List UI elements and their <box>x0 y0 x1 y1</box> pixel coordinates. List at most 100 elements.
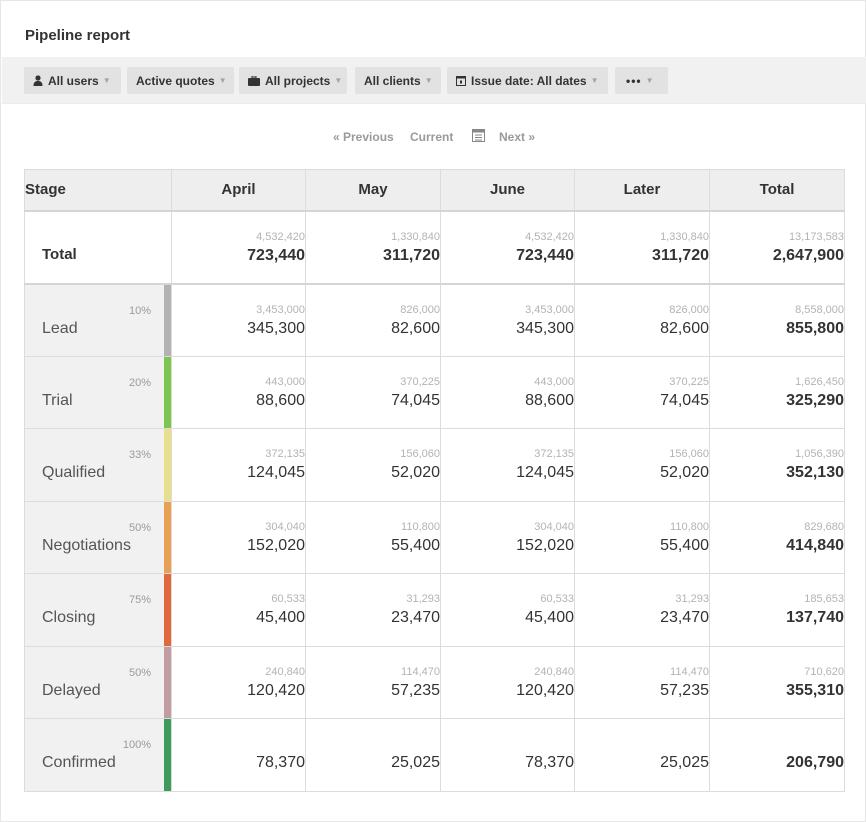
value-cell: 826,000 82,600 <box>305 283 441 357</box>
header-total[interactable]: Total <box>709 169 845 212</box>
cell-value: 78,370 <box>256 754 305 771</box>
cell-sub-value: 156,060 <box>669 448 709 460</box>
stage-cell: Qualified 33% <box>24 428 172 502</box>
cell-sub-value: 31,293 <box>406 593 440 605</box>
cell-value: 88,600 <box>256 391 305 409</box>
page-title: Pipeline report <box>25 27 131 44</box>
cell-sub-value: 370,225 <box>669 375 709 388</box>
cell-sub-value: 304,040 <box>534 520 574 533</box>
cell-sub-value: 60,533 <box>540 593 574 605</box>
stage-color-bar <box>164 284 171 356</box>
value-cell: 110,800 55,400 <box>305 500 441 574</box>
total-cell: 4,532,420 723,440 <box>440 210 575 285</box>
user-icon <box>33 75 43 86</box>
table-row: Qualified 33% 372,135 124,045 156,060 52,020 3… <box>24 428 845 502</box>
header-may[interactable]: May <box>305 169 441 212</box>
table-row: Delayed 50% 240,840 120,420 114,470 57,235 240… <box>24 645 845 719</box>
filter-toolbar: All users ▼ Active quotes ▼ All projects… <box>2 57 866 104</box>
filter-users[interactable]: All users ▼ <box>24 67 121 94</box>
value-cell: 25,025 <box>574 718 710 792</box>
value-cell: 3,453,000 345,300 <box>171 283 306 357</box>
current-link[interactable]: Current <box>410 130 454 144</box>
cell-value: 2,647,900 <box>772 246 844 264</box>
total-label: Total <box>42 245 77 263</box>
calendar-icon[interactable] <box>472 128 485 145</box>
more-options-button[interactable]: ••• ▼ <box>615 67 668 94</box>
header-april[interactable]: April <box>171 169 306 212</box>
cell-sub-value: 370,225 <box>400 375 440 388</box>
stage-color-bar <box>164 429 171 501</box>
cell-sub-value: 3,453,000 <box>525 303 574 316</box>
stage-cell: Delayed 50% <box>24 645 172 719</box>
cell-value: 723,440 <box>247 246 305 264</box>
value-cell: 60,533 45,400 <box>171 573 306 647</box>
cell-value: 78,370 <box>525 754 574 771</box>
chevron-down-icon: ▼ <box>424 76 433 85</box>
cell-value: 723,440 <box>516 246 574 264</box>
value-cell: 443,000 88,600 <box>171 355 306 429</box>
chevron-down-icon: ▼ <box>590 76 599 85</box>
cell-value: 311,720 <box>652 246 709 264</box>
cell-sub-value: 443,000 <box>265 375 305 388</box>
header-stage[interactable]: Stage <box>24 169 172 212</box>
value-cell: 1,056,390 352,130 <box>709 428 845 502</box>
cell-sub-value: 60,533 <box>271 593 305 605</box>
cell-value: 152,020 <box>247 536 305 554</box>
stage-probability: 20% <box>128 376 151 389</box>
filter-issue-date[interactable]: Issue date: All dates ▼ <box>447 67 608 94</box>
cell-value: 82,600 <box>391 319 440 337</box>
cell-value: 45,400 <box>525 609 574 626</box>
stage-name: Qualified <box>42 464 106 481</box>
value-cell: 829,680 414,840 <box>709 500 845 574</box>
next-link[interactable]: Next » <box>499 130 536 144</box>
value-cell: 710,620 355,310 <box>709 645 845 719</box>
total-cell: 4,532,420 723,440 <box>171 210 306 285</box>
value-cell: 372,135 124,045 <box>171 428 306 502</box>
filter-issue-date-label: Issue date: All dates <box>471 73 587 88</box>
value-cell: 370,225 74,045 <box>574 355 710 429</box>
cell-value: 57,235 <box>660 681 709 699</box>
filter-projects[interactable]: All projects ▼ <box>239 67 347 94</box>
table-row: Confirmed 100% 78,370 25,025 78,370 25,025 206… <box>24 718 845 792</box>
filter-quotes[interactable]: Active quotes ▼ <box>127 67 234 94</box>
stage-probability: 33% <box>128 449 151 461</box>
value-cell: 156,060 52,020 <box>305 428 441 502</box>
filter-users-label: All users <box>48 73 99 88</box>
value-cell: 110,800 55,400 <box>574 500 710 574</box>
value-cell: 114,470 57,235 <box>574 645 710 719</box>
total-cell: 1,330,840 311,720 <box>305 210 441 285</box>
cell-value: 74,045 <box>660 391 709 409</box>
cell-sub-value: 4,532,420 <box>525 230 574 243</box>
stage-cell: Lead 10% <box>24 283 172 357</box>
stage-cell: Closing 75% <box>24 573 172 647</box>
header-later[interactable]: Later <box>574 169 710 212</box>
cell-sub-value: 3,453,000 <box>256 303 305 316</box>
calendar-icon <box>456 75 466 86</box>
filter-clients[interactable]: All clients ▼ <box>355 67 441 94</box>
table-row: Closing 75% 60,533 45,400 31,293 23,470 60,533… <box>24 573 845 647</box>
stage-name: Negotiations <box>42 536 131 554</box>
value-cell: 31,293 23,470 <box>574 573 710 647</box>
cell-sub-value: 1,626,450 <box>795 375 844 388</box>
value-cell: 304,040 152,020 <box>171 500 306 574</box>
cell-sub-value: 110,800 <box>401 520 440 533</box>
cell-sub-value: 13,173,583 <box>788 230 844 243</box>
more-icon: ••• <box>626 73 642 88</box>
value-cell: 25,025 <box>305 718 441 792</box>
cell-sub-value: 31,293 <box>675 593 709 605</box>
cell-value: 345,300 <box>247 319 305 337</box>
value-cell: 78,370 <box>440 718 575 792</box>
chevron-down-icon: ▼ <box>102 76 111 85</box>
cell-sub-value: 826,000 <box>669 303 709 316</box>
cell-value: 88,600 <box>525 391 574 409</box>
value-cell: 370,225 74,045 <box>305 355 441 429</box>
stage-probability: 50% <box>128 666 151 679</box>
previous-link[interactable]: « Previous <box>333 130 394 144</box>
chevron-down-icon: ▼ <box>334 76 343 85</box>
cell-sub-value: 304,040 <box>265 520 305 533</box>
cell-sub-value: 1,330,840 <box>660 230 709 243</box>
stage-name: Delayed <box>42 681 101 699</box>
header-june[interactable]: June <box>440 169 575 212</box>
value-cell: 240,840 120,420 <box>171 645 306 719</box>
